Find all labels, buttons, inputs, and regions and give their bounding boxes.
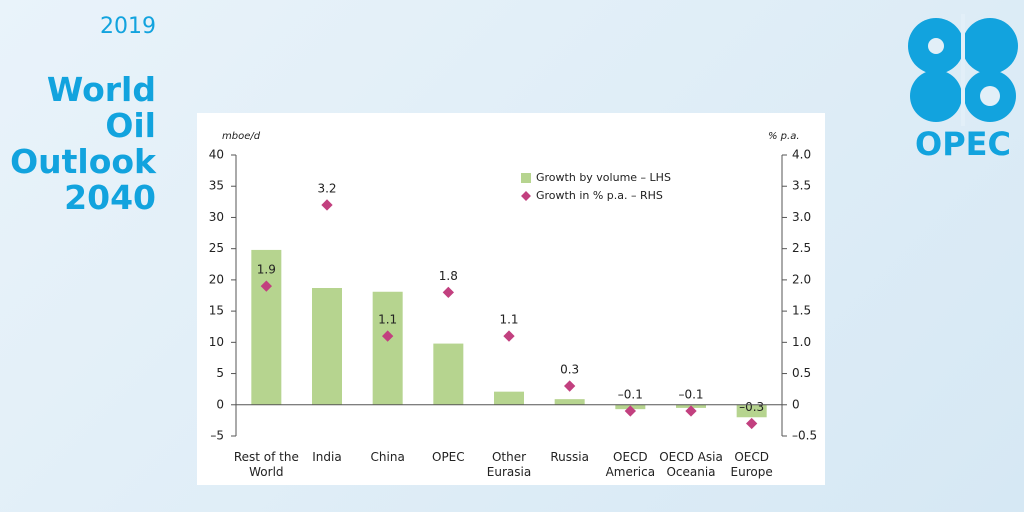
y-tick-label: 0 (216, 397, 224, 411)
y2-tick-label: 3.0 (792, 210, 811, 224)
bar (736, 404, 767, 418)
y2-tick-label: –0.5 (792, 429, 817, 443)
y-tick-label: 35 (209, 179, 224, 193)
y-tick-label: 15 (209, 304, 224, 318)
y-tick-label: –5 (210, 429, 224, 443)
y2-tick-label: 2.0 (792, 272, 811, 286)
bar (372, 291, 403, 405)
y2-tick-label: 0 (792, 397, 800, 411)
legend-swatch (521, 191, 531, 201)
marker (685, 405, 697, 417)
y-tick-label: 10 (209, 335, 224, 349)
y-tick-label: 5 (216, 366, 224, 380)
y2-tick-label: 4.0 (792, 148, 811, 162)
x-tick-label: Russia (550, 450, 589, 464)
bar (554, 399, 585, 405)
y-axis-label: mboe/d (222, 131, 261, 142)
logo: OPEC (908, 14, 1018, 163)
data-label: 1.8 (439, 269, 458, 283)
report-title: World Oil Outlook 2040 (10, 72, 156, 216)
y2-tick-label: 3.5 (792, 179, 811, 193)
marker (260, 280, 272, 292)
marker (503, 330, 515, 342)
bar (494, 391, 524, 405)
x-tick-label: OECD America (605, 450, 656, 479)
data-label: 1.1 (378, 313, 397, 327)
marker (746, 417, 758, 430)
title-line: Oil (105, 106, 156, 145)
title-line: World (46, 70, 156, 109)
x-tick-label: OPEC (432, 450, 465, 464)
marker (442, 286, 454, 299)
y2-tick-label: 1.0 (792, 335, 811, 349)
y2-tick-label: 1.5 (792, 304, 811, 318)
y-tick-label: 25 (209, 241, 224, 255)
y2-tick-label: 2.5 (792, 241, 811, 255)
data-label: 1.1 (499, 313, 518, 327)
y-tick-label: 20 (209, 272, 224, 286)
data-label: 1.9 (257, 263, 276, 277)
legend-label: Growth by volume – LHS (536, 171, 671, 184)
y-tick-label: 30 (209, 210, 224, 224)
y2-tick-label: 0.5 (792, 366, 811, 380)
report-year: 2019 (100, 14, 156, 39)
data-label: 3.2 (317, 181, 336, 195)
y2-axis-label: % p.a. (768, 131, 800, 142)
x-tick-label: Other Eurasia (486, 450, 532, 479)
bar (312, 288, 342, 405)
logo-text: OPEC (915, 125, 1011, 163)
bar (251, 249, 282, 405)
title-line: Outlook (10, 142, 156, 181)
data-label: –0.3 (739, 400, 764, 414)
legend-label: Growth in % p.a. – RHS (536, 189, 663, 202)
x-tick-label: OECD Asia Oceania (659, 450, 723, 479)
data-label: –0.1 (618, 388, 643, 402)
legend-swatch (521, 173, 531, 183)
x-tick-label: China (370, 450, 405, 464)
y-tick-label: 40 (209, 148, 224, 162)
marker (321, 199, 333, 211)
title-line: 2040 (64, 178, 156, 217)
x-tick-label: OECD Europe (730, 450, 773, 479)
data-label: 0.3 (560, 363, 579, 377)
chart-panel (197, 113, 825, 485)
marker (624, 405, 636, 417)
data-label: –0.1 (678, 388, 703, 402)
marker (564, 380, 576, 392)
x-tick-label: India (312, 450, 342, 464)
bar (433, 343, 464, 405)
x-tick-label: Rest of the World (233, 450, 299, 479)
marker (382, 330, 394, 342)
